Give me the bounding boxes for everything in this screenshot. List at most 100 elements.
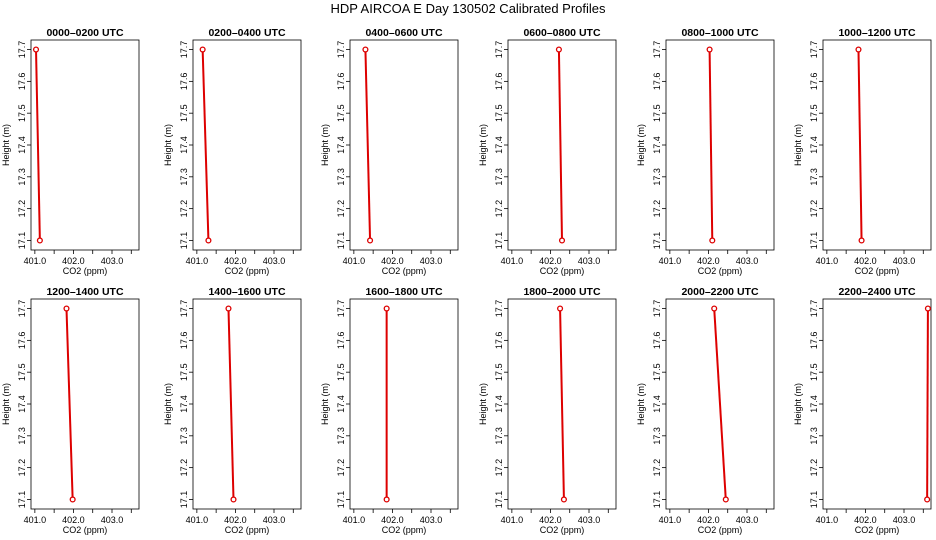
data-point (924, 496, 931, 503)
y-tick-label: 17.3 (336, 168, 346, 186)
data-point (560, 496, 567, 503)
x-axis-label: CO2 (ppm) (540, 525, 585, 535)
data-point (709, 237, 716, 244)
profile-line (713, 308, 727, 500)
data-point (706, 46, 713, 53)
x-tick-label: 401.0 (24, 515, 47, 525)
y-axis-label: Height (m) (1, 383, 11, 425)
x-tick-label: 402.0 (224, 256, 247, 266)
profile-line (559, 308, 565, 500)
x-tick-label: 403.0 (736, 515, 759, 525)
y-tick-label: 17.6 (336, 73, 346, 91)
x-tick-label: 401.0 (343, 256, 366, 266)
panel-3: 0400–0600 UTC 17.1 17.2 17.3 17.4 17.5 17.6 17.… (320, 27, 459, 276)
x-tick-label: 402.0 (854, 256, 877, 266)
y-tick-label: 17.7 (652, 300, 662, 318)
y-tick-label: 17.2 (17, 200, 27, 218)
x-tick-label: 401.0 (501, 256, 524, 266)
x-tick-label: 403.0 (578, 515, 601, 525)
y-tick-label: 17.7 (809, 300, 819, 318)
y-tick-label: 17.1 (652, 232, 662, 250)
y-tick-label: 17.2 (494, 200, 504, 218)
y-tick-label: 17.3 (809, 427, 819, 445)
panel-title: 1000–1200 UTC (838, 27, 915, 39)
profile-line (65, 308, 74, 500)
data-point (36, 237, 43, 244)
panel-1: 0000–0200 UTC 17.1 17.2 17.3 17.4 17.5 17.6 17.… (1, 27, 140, 276)
data-point (199, 46, 206, 53)
y-tick-label: 17.4 (179, 395, 189, 413)
profile-line (857, 49, 863, 241)
y-tick-label: 17.3 (336, 427, 346, 445)
data-point (711, 305, 718, 312)
x-tick-label: 401.0 (343, 515, 366, 525)
profile-line (364, 49, 372, 241)
data-point (855, 46, 862, 53)
y-tick-label: 17.6 (179, 73, 189, 91)
panel-2: 0200–0400 UTC 17.1 17.2 17.3 17.4 17.5 17.6 17.… (163, 27, 302, 276)
y-tick-label: 17.6 (17, 73, 27, 91)
y-tick-label: 17.7 (494, 41, 504, 59)
x-tick-label: 401.0 (816, 256, 839, 266)
y-tick-label: 17.2 (652, 459, 662, 477)
data-point (555, 46, 562, 53)
panel-title: 0400–0600 UTC (365, 27, 442, 39)
y-tick-label: 17.3 (179, 427, 189, 445)
profile-line (35, 49, 41, 241)
y-tick-label: 17.6 (336, 332, 346, 350)
y-tick-label: 17.5 (809, 363, 819, 381)
y-tick-label: 17.5 (17, 363, 27, 381)
x-tick-label: 403.0 (736, 256, 759, 266)
y-tick-label: 17.1 (809, 491, 819, 509)
y-tick-label: 17.2 (336, 200, 346, 218)
panel-5: 0800–1000 UTC 17.1 17.2 17.3 17.4 17.5 17.6 17.… (636, 27, 775, 276)
panel-6: 1000–1200 UTC 17.1 17.2 17.3 17.4 17.5 17.6 17.… (793, 27, 932, 276)
x-tick-label: 401.0 (186, 515, 209, 525)
y-tick-label: 17.5 (179, 363, 189, 381)
data-point (557, 305, 564, 312)
panel-7: 1200–1400 UTC 17.1 17.2 17.3 17.4 17.5 17.6 17.… (1, 286, 140, 535)
y-axis-label: Height (m) (636, 124, 646, 166)
panel-10: 1800–2000 UTC 17.1 17.2 17.3 17.4 17.5 17.6 17.… (478, 286, 617, 535)
panel-title: 1200–1400 UTC (46, 286, 123, 298)
y-tick-label: 17.1 (17, 232, 27, 250)
x-tick-label: 402.0 (381, 256, 404, 266)
data-point (858, 237, 865, 244)
y-tick-label: 17.5 (809, 104, 819, 122)
panel-title: 1800–2000 UTC (523, 286, 600, 298)
y-tick-label: 17.1 (179, 491, 189, 509)
y-tick-label: 17.6 (809, 73, 819, 91)
panel-title: 1400–1600 UTC (208, 286, 285, 298)
x-tick-label: 402.0 (539, 515, 562, 525)
y-tick-label: 17.3 (652, 427, 662, 445)
data-point (69, 496, 76, 503)
y-tick-label: 17.6 (809, 332, 819, 350)
plot-frame (30, 298, 140, 510)
x-tick-label: 401.0 (816, 515, 839, 525)
x-axis-label: CO2 (ppm) (225, 266, 270, 276)
y-axis-label: Height (m) (320, 124, 330, 166)
plot-frame (192, 298, 302, 510)
y-tick-label: 17.7 (336, 41, 346, 59)
y-tick-label: 17.3 (809, 168, 819, 186)
y-axis-label: Height (m) (1, 124, 11, 166)
panel-grid: 0000–0200 UTC 17.1 17.2 17.3 17.4 17.5 17.6 17.… (1, 27, 932, 535)
y-tick-label: 17.5 (652, 104, 662, 122)
x-tick-label: 403.0 (101, 515, 124, 525)
x-tick-label: 402.0 (854, 515, 877, 525)
y-axis-label: Height (m) (478, 383, 488, 425)
y-tick-label: 17.1 (336, 232, 346, 250)
data-point (924, 305, 931, 312)
y-tick-label: 17.3 (494, 168, 504, 186)
y-tick-label: 17.1 (179, 232, 189, 250)
profile-line (708, 49, 714, 241)
x-tick-label: 403.0 (578, 256, 601, 266)
x-tick-label: 401.0 (186, 256, 209, 266)
x-tick-label: 403.0 (263, 256, 286, 266)
x-axis-label: CO2 (ppm) (855, 525, 900, 535)
panel-title: 0800–1000 UTC (681, 27, 758, 39)
y-axis-label: Height (m) (793, 124, 803, 166)
x-tick-label: 403.0 (420, 515, 443, 525)
y-tick-label: 17.3 (652, 168, 662, 186)
y-tick-label: 17.3 (179, 168, 189, 186)
